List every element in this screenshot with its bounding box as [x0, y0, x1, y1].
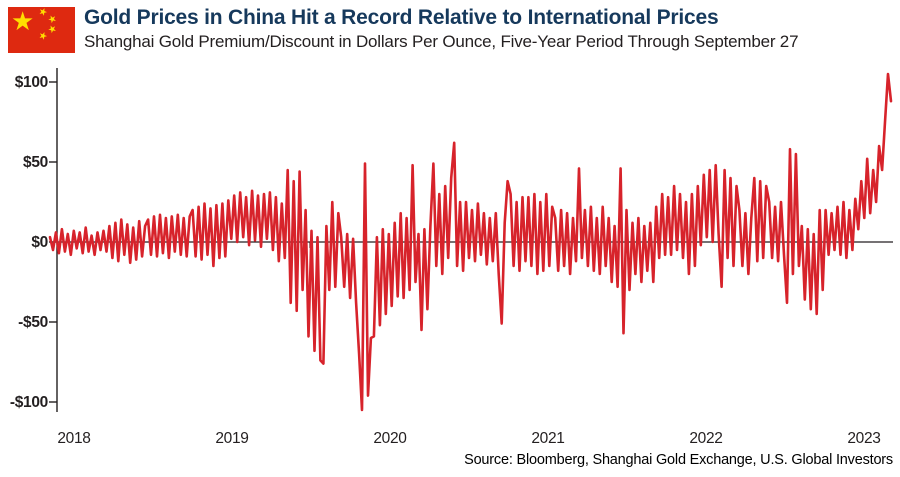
x-axis-label: 2022: [689, 430, 722, 447]
y-axis-label: -$100: [10, 394, 48, 411]
x-axis-label: 2018: [57, 430, 90, 447]
source-note: Source: Bloomberg, Shanghai Gold Exchang…: [464, 452, 893, 468]
page-title: Gold Prices in China Hit a Record Relati…: [84, 6, 719, 29]
y-axis-label: $100: [15, 74, 48, 91]
flag-large-star-icon: ★: [11, 6, 35, 36]
x-axis-label: 2021: [531, 430, 564, 447]
x-axis-label: 2019: [215, 430, 248, 447]
y-axis-label: $0: [31, 234, 48, 251]
y-axis-label: $50: [23, 154, 48, 171]
page-subtitle: Shanghai Gold Premium/Discount in Dollar…: [84, 32, 799, 51]
premium-series-line: [48, 72, 893, 412]
china-flag-field: [8, 7, 75, 53]
x-axis-label: 2020: [373, 430, 407, 447]
y-axis-label: -$50: [18, 314, 48, 331]
china-flag-icon: ★ ★ ★ ★ ★: [8, 6, 75, 53]
x-axis-label: 2023: [847, 430, 880, 447]
